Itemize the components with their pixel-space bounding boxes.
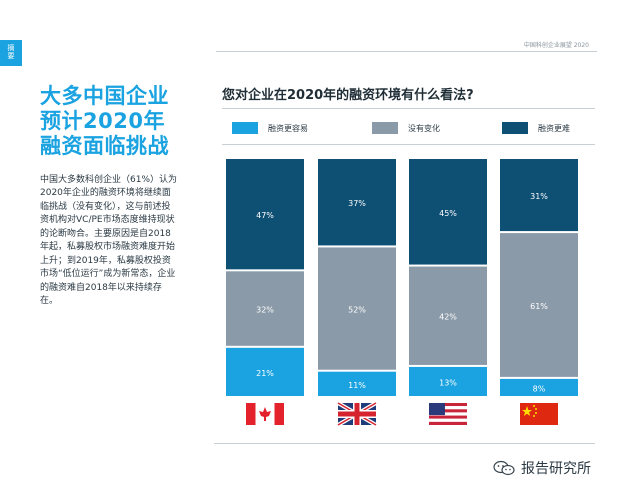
chart-legend: 融资更容易 没有变化 融资更难 <box>222 122 582 136</box>
canada-flag-icon <box>246 403 284 425</box>
wechat-icon <box>493 460 515 476</box>
label-canada-flag-harder: 47% <box>256 211 274 220</box>
label-canada-flag-no-change: 32% <box>256 306 274 315</box>
label-us-flag-easier: 13% <box>439 378 457 387</box>
label-uk-flag-easier: 11% <box>348 381 366 390</box>
watermark: 报告研究所 <box>493 458 591 478</box>
legend-label-harder: 融资更难 <box>538 123 570 133</box>
bar-canada-flag-harder <box>226 159 304 270</box>
bar-china-flag-harder <box>500 159 578 232</box>
legend-swatch-harder <box>502 122 528 134</box>
bar-uk-flag-easier <box>318 371 396 396</box>
label-us-flag-harder: 45% <box>439 209 457 218</box>
summary-paragraph: 中国大多数科创企业（61%）认为2020年企业的融资环境将继续面临挑战（没有变化… <box>40 174 178 307</box>
chart-title-divider <box>222 108 595 109</box>
section-tab-label-2: 要 <box>7 52 15 60</box>
bar-us-flag-no-change <box>409 266 487 365</box>
label-canada-flag-easier: 21% <box>256 369 274 378</box>
label-china-flag-easier: 8% <box>533 384 546 393</box>
bar-uk-flag-harder <box>318 159 396 246</box>
report-header-label: 中国科创企业展望 2020 <box>523 42 589 49</box>
legend-divider <box>222 144 595 145</box>
legend-item-easier: 融资更容易 <box>232 122 308 134</box>
legend-item-harder: 融资更难 <box>502 122 570 134</box>
section-tab-label-1: 摘 <box>7 44 15 53</box>
us-flag-icon <box>429 403 467 425</box>
summary-column: 大多中国企业预计2020年融资面临挑战 中国大多数科创企业（61%）认为2020… <box>40 84 178 309</box>
bar-china-flag-no-change <box>500 233 578 377</box>
legend-label-easier: 融资更容易 <box>268 123 308 133</box>
footer-divider <box>214 443 595 444</box>
bar-canada-flag-easier <box>226 347 304 396</box>
label-china-flag-no-change: 61% <box>530 302 548 311</box>
page-headline: 大多中国企业预计2020年融资面临挑战 <box>40 84 169 159</box>
bar-china-flag-easier <box>500 378 578 396</box>
bar-us-flag-easier <box>409 366 487 396</box>
bar-uk-flag-no-change <box>318 247 396 370</box>
bar-us-flag-harder <box>409 159 487 265</box>
legend-label-no-change: 没有变化 <box>408 123 440 133</box>
label-uk-flag-no-change: 52% <box>348 306 366 315</box>
chart-title: 您对企业在2020年的融资环境有什么看法? <box>222 88 474 103</box>
label-us-flag-no-change: 42% <box>439 313 457 322</box>
legend-swatch-easier <box>232 122 258 134</box>
uk-flag-icon <box>336 401 378 427</box>
section-tab: 摘 要 <box>0 40 22 66</box>
label-china-flag-harder: 31% <box>530 192 548 201</box>
label-uk-flag-harder: 37% <box>348 199 366 208</box>
legend-item-no-change: 没有变化 <box>372 122 440 134</box>
china-flag-icon <box>520 403 558 425</box>
header-divider <box>216 51 597 52</box>
bar-canada-flag-no-change <box>226 271 304 346</box>
legend-swatch-no-change <box>372 122 398 134</box>
watermark-text: 报告研究所 <box>521 461 591 477</box>
